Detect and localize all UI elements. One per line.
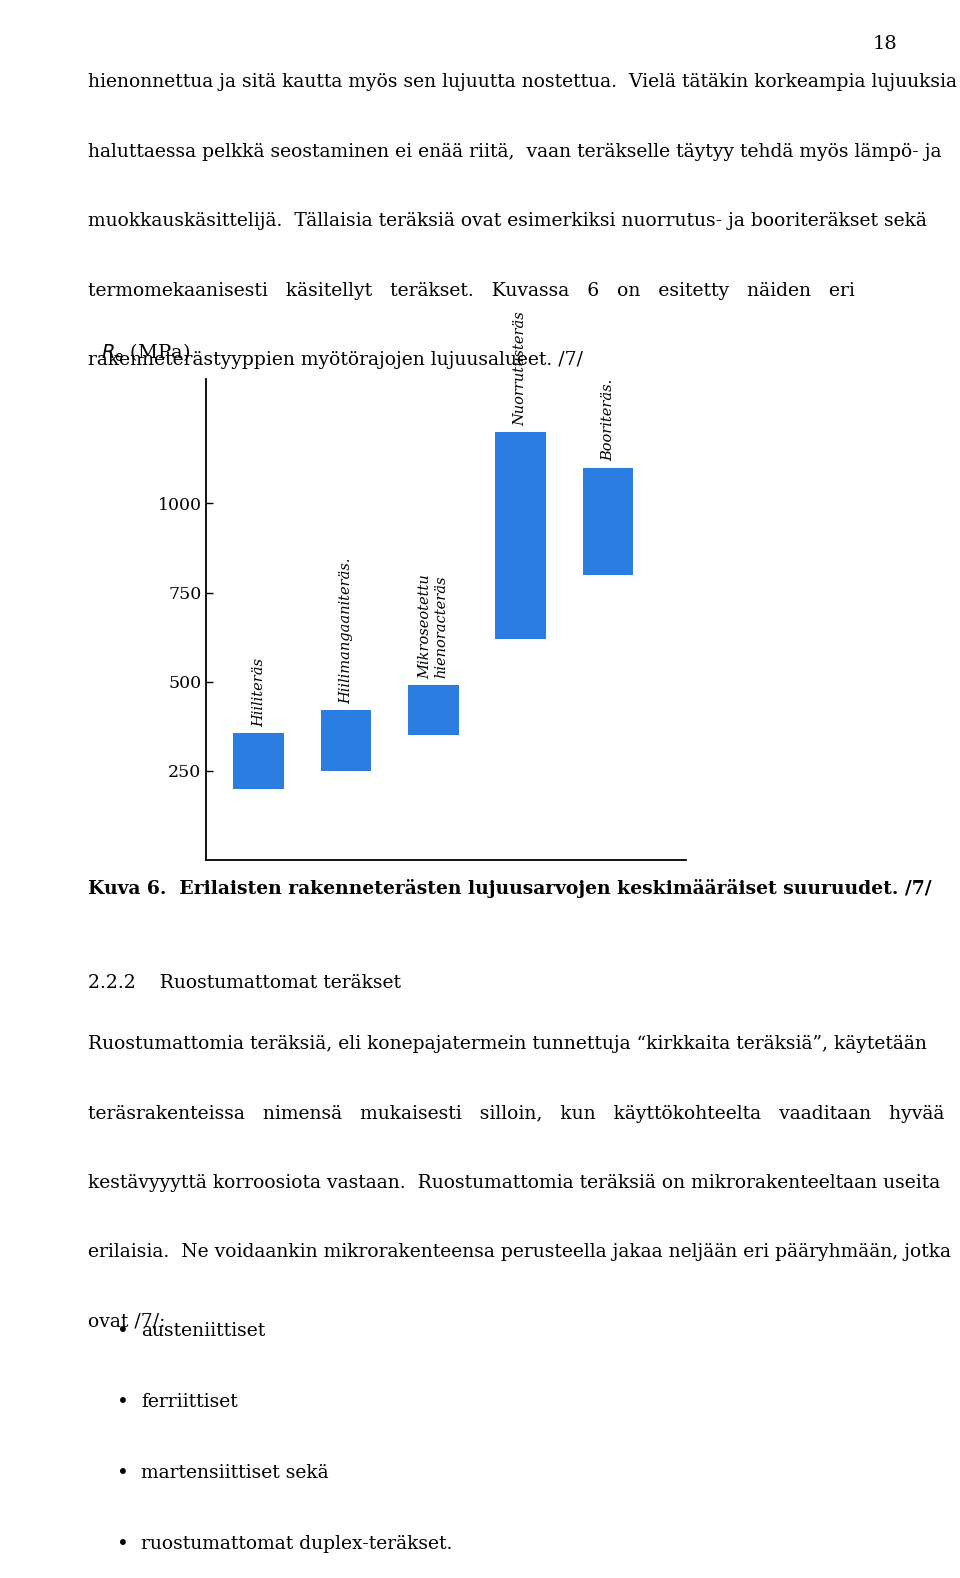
Text: kestävyyyttä korroosiota vastaan.  Ruostumattomia teräksiä on mikrorakenteeltaan: kestävyyyttä korroosiota vastaan. Ruostu… — [88, 1174, 941, 1191]
Text: 18: 18 — [873, 35, 898, 52]
Bar — [495, 432, 546, 639]
Text: hienonnettua ja sitä kautta myös sen lujuutta nostettua.  Vielä tätäkin korkeamp: hienonnettua ja sitä kautta myös sen luj… — [88, 73, 957, 92]
Text: Hiiliteräs: Hiiliteräs — [252, 658, 266, 727]
Text: Mikroseotettu
hienoracteräs: Mikroseotettu hienoracteräs — [419, 574, 448, 679]
Bar — [233, 734, 284, 789]
Bar — [583, 467, 634, 574]
Text: Kuva 6.  Erilaisten rakenneterästen lujuusarvojen keskimääräiset suuruudet. /7/: Kuva 6. Erilaisten rakenneterästen lujuu… — [88, 879, 932, 898]
Text: ferriittiset: ferriittiset — [141, 1393, 238, 1411]
Text: •: • — [117, 1464, 129, 1483]
Text: teräsrakenteissa   nimensä   mukaisesti   silloin,   kun   käyttökohteelta   vaa: teräsrakenteissa nimensä mukaisesti sill… — [88, 1105, 945, 1122]
Text: Nuorrutusteräs: Nuorrutusteräs — [514, 311, 528, 426]
Text: erilaisia.  Ne voidaankin mikrorakenteensa perusteella jakaa neljään eri pääryhm: erilaisia. Ne voidaankin mikrorakenteens… — [88, 1243, 951, 1261]
Text: Ruostumattomia teräksiä, eli konepajatermein tunnettuja “kirkkaita teräksiä”, kä: Ruostumattomia teräksiä, eli konepajater… — [88, 1035, 927, 1053]
Text: muokkauskäsittelijä.  Tällaisia teräksiä ovat esimerkiksi nuorrutus- ja booriter: muokkauskäsittelijä. Tällaisia teräksiä … — [88, 213, 927, 230]
Text: ovat /7/:: ovat /7/: — [88, 1313, 166, 1330]
Text: termomekaanisesti   käsitellyt   teräkset.   Kuvassa   6   on   esitetty   näide: termomekaanisesti käsitellyt teräkset. K… — [88, 282, 855, 300]
Bar — [408, 685, 459, 735]
Text: Hiilimangaaniteräs.: Hiilimangaaniteräs. — [339, 557, 353, 704]
Text: rakenneterästyyppien myötörajojen lujuusalueet. /7/: rakenneterästyyppien myötörajojen lujuus… — [88, 350, 584, 369]
Text: martensiittiset sekä: martensiittiset sekä — [141, 1464, 328, 1482]
Bar — [321, 710, 372, 772]
Text: haluttaessa pelkkä seostaminen ei enää riitä,  vaan teräkselle täytyy tehdä myös: haluttaessa pelkkä seostaminen ei enää r… — [88, 144, 942, 161]
Text: Booriteräs.: Booriteräs. — [601, 379, 614, 461]
Text: ruostumattomat duplex-teräkset.: ruostumattomat duplex-teräkset. — [141, 1535, 452, 1553]
Text: austeniittiset: austeniittiset — [141, 1322, 265, 1340]
Text: •: • — [117, 1535, 129, 1554]
Text: •: • — [117, 1322, 129, 1341]
Text: •: • — [117, 1393, 129, 1412]
Text: $R_{\rm e}$ (MPa): $R_{\rm e}$ (MPa) — [101, 342, 190, 365]
Text: 2.2.2    Ruostumattomat teräkset: 2.2.2 Ruostumattomat teräkset — [88, 974, 401, 991]
